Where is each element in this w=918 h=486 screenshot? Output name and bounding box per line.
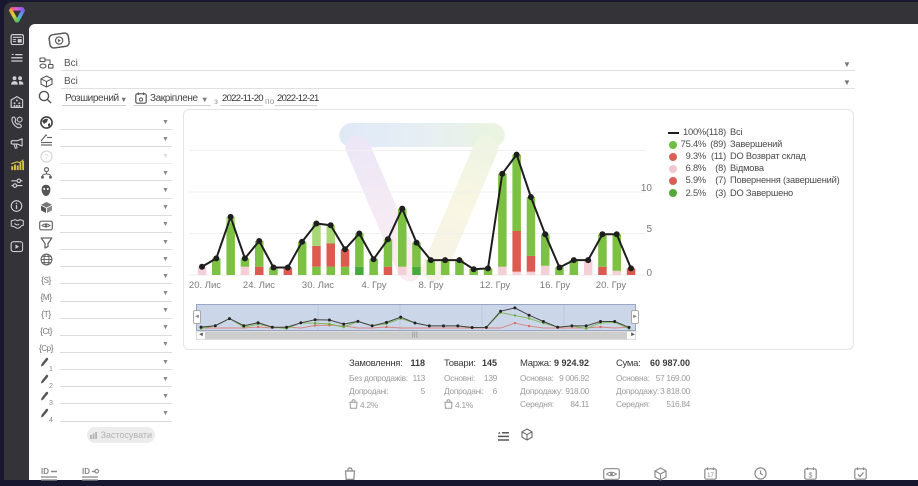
svg-text:$: $ [809, 473, 813, 480]
svg-text:ID: ID [82, 467, 90, 476]
svg-text:?: ? [44, 152, 48, 161]
svg-text:17: 17 [707, 473, 714, 479]
svg-text:ID: ID [41, 467, 49, 476]
